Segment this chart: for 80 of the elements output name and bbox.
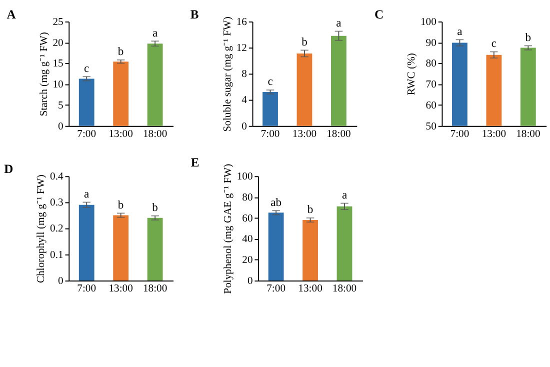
bar	[78, 204, 94, 281]
x-tick-label: 7:00	[77, 284, 96, 295]
bar	[147, 218, 163, 281]
bar	[331, 36, 346, 126]
annotation: a	[152, 26, 158, 40]
bar	[302, 220, 318, 281]
x-tick-label: 13:00	[108, 284, 133, 295]
x-tick-label: 7:00	[260, 129, 280, 140]
y-axis-title: Soluble sugar (mg g⁻¹ FW)	[222, 16, 234, 132]
y-tick-label: 0.3	[50, 198, 64, 209]
y-axis-title: Chlorophyll (mg g⁻¹ FW)	[36, 174, 48, 284]
annotation: c	[84, 62, 90, 75]
y-tick-label: 0	[247, 276, 253, 287]
y-axis-title: RWC (%)	[406, 52, 418, 96]
y-tick-label: 70	[426, 80, 436, 91]
y-tick-label: 80	[242, 192, 253, 204]
y-tick-label: 0.4	[50, 172, 64, 183]
annotation: b	[152, 200, 158, 214]
chart-title: A	[6, 8, 16, 22]
bar	[268, 212, 284, 281]
y-tick-label: 8	[242, 69, 247, 80]
y-tick-label: 0.1	[50, 250, 64, 261]
annotation: a	[457, 24, 462, 38]
annotation: b	[118, 198, 124, 212]
x-tick-label: 13:00	[298, 284, 322, 295]
y-tick-label: 60	[426, 100, 436, 112]
chart-title: C	[374, 8, 384, 22]
bar	[147, 44, 163, 126]
annotation: a	[336, 16, 342, 30]
y-tick-label: 16	[236, 16, 247, 28]
annotation: c	[268, 75, 273, 88]
y-tick-label: 20	[242, 255, 253, 266]
y-tick-label: 40	[242, 234, 253, 246]
annotation: b	[307, 203, 314, 216]
y-tick-label: 5	[58, 100, 64, 112]
bar	[262, 92, 278, 126]
y-tick-label: 15	[52, 58, 64, 70]
x-tick-label: 18:00	[332, 284, 357, 295]
y-tick-label: 100	[420, 16, 436, 28]
y-tick-label: 10	[52, 80, 64, 91]
y-tick-label: 4	[242, 95, 248, 106]
annotation: ab	[270, 196, 282, 209]
x-tick-label: 18:00	[142, 284, 168, 295]
x-tick-label: 13:00	[292, 129, 317, 140]
x-tick-label: 13:00	[482, 129, 506, 140]
y-tick-label: 80	[426, 58, 436, 70]
y-tick-label: 50	[426, 121, 436, 132]
annotation: a	[84, 187, 90, 200]
y-tick-label: 25	[52, 16, 64, 28]
x-tick-label: 18:00	[516, 129, 540, 140]
y-tick-label: 20	[52, 38, 64, 49]
y-tick-label: 12	[236, 42, 247, 54]
y-tick-label: 0	[58, 121, 64, 132]
chart-title: D	[4, 162, 14, 176]
y-tick-label: 100	[236, 172, 253, 183]
y-tick-label: 0.2	[50, 224, 64, 235]
annotation: b	[302, 35, 308, 48]
y-tick-label: 60	[242, 213, 253, 224]
chart-title: B	[190, 8, 200, 22]
x-tick-label: 13:00	[108, 129, 133, 140]
bar	[78, 78, 94, 126]
x-tick-label: 18:00	[142, 129, 168, 140]
x-tick-label: 7:00	[266, 284, 286, 295]
y-tick-label: 0	[58, 276, 64, 287]
x-tick-label: 18:00	[326, 129, 351, 140]
x-tick-label: 7:00	[450, 129, 470, 140]
x-tick-label: 7:00	[77, 129, 96, 140]
annotation: c	[491, 36, 497, 50]
annotation: b	[525, 30, 532, 44]
y-tick-label: 0	[242, 121, 247, 132]
chart-title: E	[190, 155, 200, 170]
bar	[113, 215, 129, 281]
bar	[336, 206, 352, 281]
y-axis-title: Polyphenol (mg GAE g⁻¹ FW)	[223, 163, 234, 294]
annotation: b	[118, 45, 124, 58]
annotation: a	[342, 188, 348, 202]
bar	[296, 53, 312, 126]
bar	[113, 62, 129, 126]
y-tick-label: 90	[426, 38, 436, 49]
y-axis-title: Starch (mg g⁻¹ FW)	[38, 32, 50, 116]
